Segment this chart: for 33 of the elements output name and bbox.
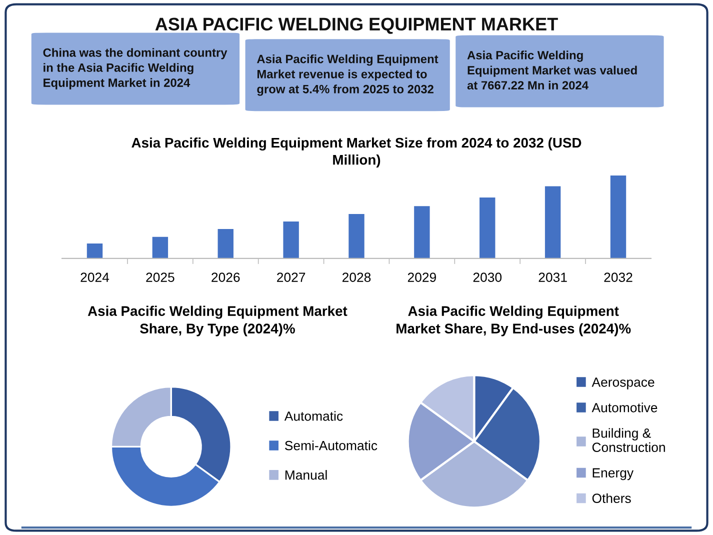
bar bbox=[414, 206, 430, 258]
legend-label: Automatic bbox=[284, 411, 343, 421]
text: Asia Pacific Welding Equipment Market revenue is expected to grow at 5.4% from 2025 to 2032 bbox=[256, 54, 438, 96]
bar bbox=[218, 228, 234, 258]
x-tick-label: 2031 bbox=[538, 272, 567, 282]
bar bbox=[283, 222, 299, 258]
x-tick-label: 2026 bbox=[212, 272, 240, 282]
bar bbox=[480, 197, 496, 258]
text: China was the dominant country in the Asia Pacific Welding Equipment Market in 2024 bbox=[43, 48, 228, 90]
bar bbox=[86, 243, 103, 258]
bar bbox=[152, 236, 168, 258]
legend-label: Automotive bbox=[592, 402, 658, 412]
chart-title: Asia Pacific Welding Equipment Market Share, By Type (2024)% bbox=[88, 306, 348, 336]
legend-label: Building & Construction bbox=[592, 428, 665, 452]
x-tick-label: 2029 bbox=[408, 272, 436, 282]
x-tick-label: 2024 bbox=[80, 272, 110, 282]
legend-label: Aerospace bbox=[592, 378, 654, 390]
x-tick-label: 2032 bbox=[604, 272, 632, 282]
text: ASIA PACIFIC WELDING EQUIPMENT MARKET bbox=[155, 18, 558, 34]
bar bbox=[348, 214, 364, 258]
x-tick-label: 2030 bbox=[473, 272, 502, 282]
x-tick-label: 2025 bbox=[146, 272, 174, 282]
legend-label: Energy bbox=[592, 468, 634, 480]
chart-title: Asia Pacific Welding Equipment Market Size from 2024 to 2032 (USD Million) bbox=[132, 137, 582, 168]
bar bbox=[610, 175, 626, 258]
legend-label: Semi-Automatic bbox=[284, 440, 378, 450]
x-tick-label: 2027 bbox=[277, 272, 306, 282]
bar bbox=[544, 186, 561, 258]
legend-label: Manual bbox=[285, 470, 327, 480]
text: Asia Pacific Welding Equipment Market was valued at 7667.22 Mn in 2024 bbox=[467, 50, 637, 90]
x-tick-label: 2028 bbox=[342, 272, 371, 282]
legend-label: Others bbox=[592, 493, 631, 504]
chart-title: Asia Pacific Welding Equipment Market Share, By End-uses (2024)% bbox=[396, 306, 631, 336]
